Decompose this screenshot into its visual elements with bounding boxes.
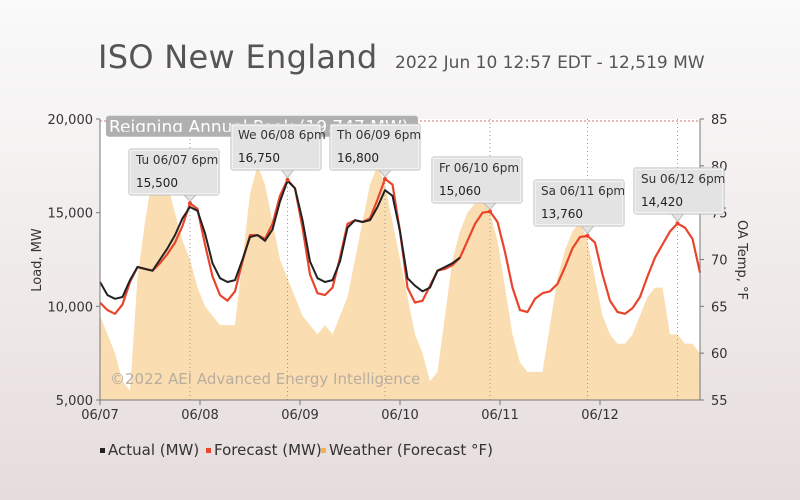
chart-title: ISO New England [98,38,378,76]
actual-swatch-icon [100,448,105,453]
callout-value-2: 16,800 [337,151,379,165]
callout-box-2 [329,123,421,171]
y-axis-label: Load, MW [30,228,45,292]
callout-label-4: Sa 06/11 6pm [541,184,625,198]
callout-5[interactable]: Su 06/12 6pm 14,420 [633,167,725,226]
callout-box-1 [230,123,322,171]
callout-inner-5 [634,168,724,214]
callout-point-4 [585,233,590,238]
x-tick-1: 06/08 [181,408,218,423]
callout-point-2 [383,176,387,181]
callout-point-0 [188,201,192,206]
callout-label-3: Fr 06/10 6pm [439,161,519,175]
callout-value-4: 13,760 [541,207,583,221]
forecast-swatch-icon [206,448,211,453]
callout-value-5: 14,420 [641,195,683,209]
y-tick-2: 15,000 [48,207,94,222]
callout-1[interactable]: We 06/08 6pm 16,750 [230,123,326,182]
callout-3[interactable]: Fr 06/10 6pm 15,060 [431,156,523,214]
y-tick-0: 5,000 [56,394,93,409]
x-tick-3: 06/10 [381,408,418,423]
y-tick-1: 10,000 [48,300,94,315]
callout-value-0: 15,500 [136,176,178,190]
callout-box-4 [533,179,625,227]
callout-label-0: Tu 06/07 6pm [135,153,218,167]
y2-axis-label: OA Temp, °F [734,220,749,300]
callout-box-0 [128,148,220,196]
callout-inner-4 [534,180,624,226]
callout-inner-1 [231,124,321,170]
actual-line [99,179,461,300]
x-tick-2: 06/09 [281,408,318,423]
legend-label-forecast: Forecast (MW) [214,441,322,459]
callout-value-3: 15,060 [439,184,481,198]
legend-item-forecast[interactable]: Forecast (MW) [206,441,322,459]
callout-4[interactable]: Sa 06/11 6pm 13,760 [533,179,625,238]
callout-inner-2 [330,124,420,170]
legend-item-actual[interactable]: Actual (MW) [100,441,199,459]
callout-label-5: Su 06/12 6pm [641,172,725,186]
y2-tick-6: 85 [711,113,728,128]
callout-label-1: We 06/08 6pm [238,128,326,142]
y2-tick-2: 65 [711,300,728,315]
legend-label-actual: Actual (MW) [108,441,200,459]
y2-tick-0: 55 [711,394,728,409]
callout-box-5 [633,167,725,215]
x-tick-5: 06/12 [581,408,618,423]
callout-inner-0 [129,149,219,195]
y2-tick-1: 60 [711,347,728,362]
callout-point-3 [488,209,492,214]
y2-tick-3: 70 [711,254,728,269]
watermark-text: ©2022 AEI Advanced Energy Intelligence [110,370,420,388]
callout-point-5 [675,221,680,226]
x-tick-4: 06/11 [481,408,518,423]
chart-subtitle: 2022 Jun 10 12:57 EDT - 12,519 MW [395,53,705,73]
callout-point-1 [285,177,290,182]
callout-inner-3 [432,157,522,203]
callout-label-2: Th 06/09 6pm [336,128,421,142]
weather-swatch-icon [321,448,326,453]
weather-area [100,165,700,400]
callout-0[interactable]: Tu 06/07 6pm 15,500 [128,148,220,206]
callout-2[interactable]: Th 06/09 6pm 16,800 [329,123,421,181]
callout-value-1: 16,750 [238,151,280,165]
legend-item-weather[interactable]: Weather (Forecast °F) [321,441,493,459]
legend-label-weather: Weather (Forecast °F) [329,441,493,459]
x-tick-0: 06/07 [81,408,118,423]
callout-box-3 [431,156,523,204]
y-tick-3: 20,000 [48,113,94,128]
